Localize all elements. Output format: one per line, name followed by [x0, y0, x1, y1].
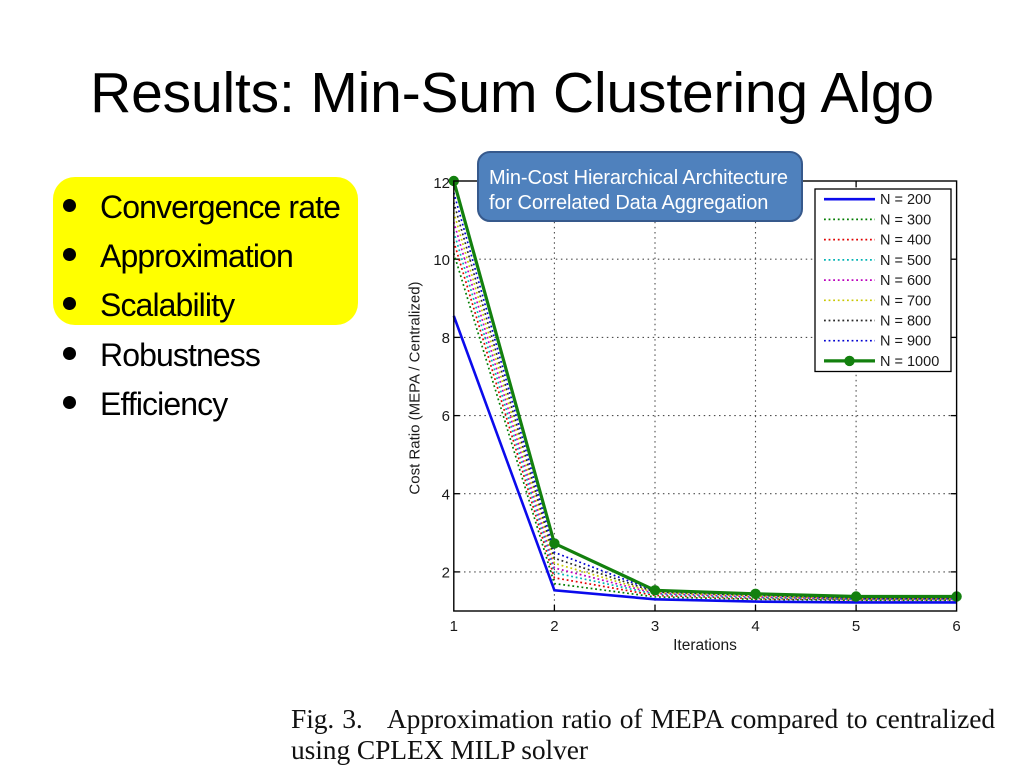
svg-text:Cost Ratio (MEPA / Centralized: Cost Ratio (MEPA / Centralized) — [407, 281, 424, 494]
svg-text:8: 8 — [442, 330, 450, 347]
svg-text:N = 200: N = 200 — [880, 192, 931, 208]
svg-text:N = 1000: N = 1000 — [880, 354, 939, 370]
svg-text:10: 10 — [433, 252, 450, 269]
svg-text:6: 6 — [442, 408, 450, 425]
svg-text:2: 2 — [550, 618, 558, 635]
svg-text:3: 3 — [651, 618, 659, 635]
svg-text:N = 900: N = 900 — [880, 334, 931, 350]
svg-text:N = 300: N = 300 — [880, 212, 931, 228]
svg-text:N = 600: N = 600 — [880, 273, 931, 289]
svg-text:N = 500: N = 500 — [880, 253, 931, 269]
svg-text:1: 1 — [450, 618, 458, 635]
svg-text:4: 4 — [442, 486, 450, 503]
svg-text:2: 2 — [442, 565, 450, 582]
svg-text:12: 12 — [433, 175, 450, 192]
svg-text:Iterations: Iterations — [673, 637, 737, 654]
svg-text:N = 800: N = 800 — [880, 314, 931, 330]
svg-text:4: 4 — [751, 618, 759, 635]
svg-text:N = 400: N = 400 — [880, 233, 931, 249]
svg-text:N = 700: N = 700 — [880, 293, 931, 309]
svg-text:6: 6 — [952, 618, 960, 635]
svg-text:5: 5 — [852, 618, 860, 635]
